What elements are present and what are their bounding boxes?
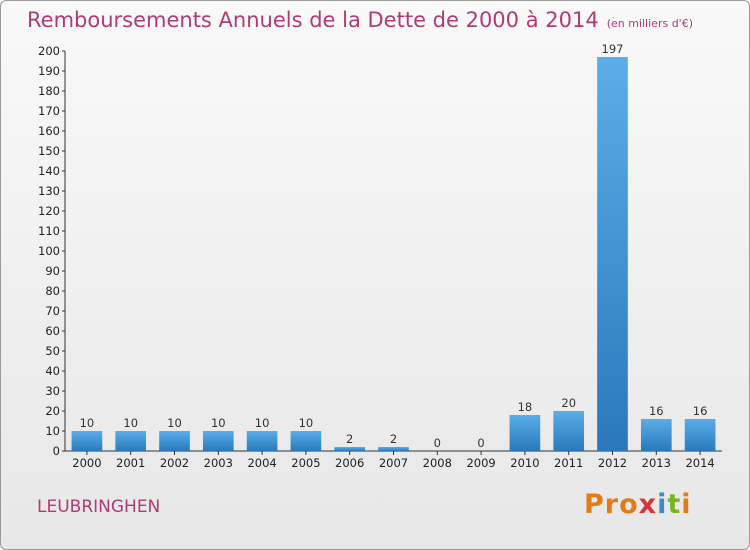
y-tick-label: 60 bbox=[45, 324, 60, 338]
x-tick-label: 2014 bbox=[685, 456, 714, 470]
y-tick-label: 170 bbox=[38, 104, 60, 118]
x-tick-label: 2007 bbox=[379, 456, 408, 470]
logo-part-1: Pro bbox=[584, 489, 639, 520]
bar bbox=[378, 447, 409, 451]
bar bbox=[509, 415, 541, 451]
data-label: 10 bbox=[80, 416, 95, 430]
y-tick-label: 110 bbox=[38, 224, 60, 238]
y-tick-label: 20 bbox=[45, 404, 60, 418]
y-tick-label: 190 bbox=[38, 64, 60, 78]
y-tick-label: 80 bbox=[45, 284, 60, 298]
chart-title: Remboursements Annuels de la Dette de 20… bbox=[27, 8, 693, 32]
data-label: 10 bbox=[123, 416, 138, 430]
data-label: 2 bbox=[390, 432, 397, 446]
data-label: 18 bbox=[518, 400, 533, 414]
x-tick-label: 2000 bbox=[72, 456, 101, 470]
title-text: Remboursements Annuels de la Dette de 20… bbox=[27, 8, 599, 32]
x-tick-label: 2010 bbox=[510, 456, 539, 470]
x-tick-label: 2013 bbox=[642, 456, 671, 470]
logo-part-4: t bbox=[667, 489, 682, 520]
bar bbox=[71, 431, 103, 451]
bar bbox=[202, 431, 234, 451]
bar bbox=[334, 447, 366, 451]
x-tick-label: 2012 bbox=[598, 456, 627, 470]
logo-part-2: x bbox=[638, 489, 658, 520]
bar bbox=[640, 419, 672, 451]
bar bbox=[597, 57, 628, 451]
y-tick-label: 200 bbox=[38, 44, 60, 58]
x-tick-label: 2008 bbox=[423, 456, 452, 470]
y-tick-label: 70 bbox=[45, 304, 60, 318]
data-label: 2 bbox=[346, 432, 353, 446]
proxiti-logo[interactable]: Proxiti bbox=[584, 489, 692, 520]
data-label: 10 bbox=[299, 416, 314, 430]
y-tick-label: 130 bbox=[38, 184, 60, 198]
bar bbox=[159, 431, 190, 451]
data-label: 10 bbox=[167, 416, 182, 430]
bar bbox=[290, 431, 322, 451]
data-label: 20 bbox=[561, 396, 576, 410]
y-tick-label: 10 bbox=[45, 424, 60, 438]
y-tick-label: 30 bbox=[45, 384, 60, 398]
y-tick-label: 150 bbox=[38, 144, 60, 158]
x-tick-label: 2006 bbox=[335, 456, 364, 470]
data-label: 0 bbox=[477, 436, 484, 450]
bar bbox=[684, 419, 716, 451]
y-tick-label: 90 bbox=[45, 264, 60, 278]
bar bbox=[246, 431, 278, 451]
data-label: 10 bbox=[211, 416, 226, 430]
y-tick-label: 180 bbox=[38, 84, 60, 98]
x-tick-label: 2005 bbox=[291, 456, 320, 470]
data-label: 16 bbox=[649, 404, 664, 418]
y-tick-label: 120 bbox=[38, 204, 60, 218]
x-tick-label: 2001 bbox=[116, 456, 145, 470]
data-label: 0 bbox=[434, 436, 441, 450]
bar bbox=[115, 431, 147, 451]
x-tick-label: 2004 bbox=[247, 456, 276, 470]
place-name: LEUBRINGHEN bbox=[37, 497, 161, 517]
x-tick-label: 2002 bbox=[160, 456, 189, 470]
data-label: 10 bbox=[255, 416, 270, 430]
y-tick-label: 140 bbox=[38, 164, 60, 178]
logo-part-3: i bbox=[657, 489, 668, 520]
x-tick-label: 2011 bbox=[554, 456, 583, 470]
y-tick-label: 40 bbox=[45, 364, 60, 378]
y-tick-label: 0 bbox=[53, 444, 60, 458]
data-label: 197 bbox=[602, 42, 624, 56]
x-tick-label: 2003 bbox=[204, 456, 233, 470]
x-tick-label: 2009 bbox=[466, 456, 495, 470]
y-tick-label: 160 bbox=[38, 124, 60, 138]
data-label: 16 bbox=[693, 404, 708, 418]
logo-part-5: i bbox=[681, 489, 692, 520]
y-tick-label: 100 bbox=[38, 244, 60, 258]
y-tick-label: 50 bbox=[45, 344, 60, 358]
bar bbox=[553, 411, 585, 451]
unit-text: (en milliers d'€) bbox=[606, 17, 693, 30]
